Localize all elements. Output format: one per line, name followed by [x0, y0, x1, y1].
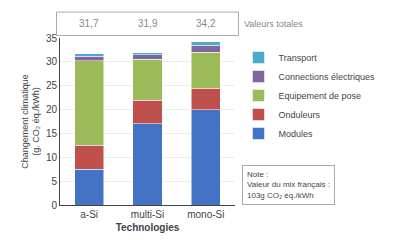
svg-text:31,7: 31,7	[79, 18, 99, 29]
svg-text:Onduleurs: Onduleurs	[279, 110, 321, 120]
svg-text:mono-Si: mono-Si	[187, 209, 224, 220]
svg-text:Modules: Modules	[279, 129, 314, 139]
svg-text:30: 30	[46, 56, 58, 67]
svg-text:15: 15	[46, 128, 58, 139]
svg-text:Valeurs totales: Valeurs totales	[244, 19, 303, 29]
svg-text:Connections électriques: Connections électriques	[279, 72, 376, 82]
svg-text:Technologies: Technologies	[116, 222, 180, 233]
svg-text:10: 10	[46, 152, 58, 163]
svg-text:34,2: 34,2	[196, 18, 216, 29]
svg-text:Changement climatique(g. CO₂ é: Changement climatique(g. CO₂ éq./kWh)	[20, 74, 42, 169]
svg-text:0: 0	[51, 200, 57, 211]
svg-text:Equipement de pose: Equipement de pose	[279, 91, 362, 101]
svg-text:Transport: Transport	[279, 53, 318, 63]
svg-text:5: 5	[51, 176, 57, 187]
svg-text:multi-Si: multi-Si	[131, 209, 164, 220]
svg-text:Note :Valeur du mix français :: Note :Valeur du mix français :103g CO₂ é…	[247, 170, 330, 200]
svg-text:20: 20	[46, 104, 58, 115]
svg-text:35: 35	[46, 33, 58, 44]
svg-text:a-Si: a-Si	[80, 209, 98, 220]
svg-text:31,9: 31,9	[138, 18, 158, 29]
svg-text:25: 25	[46, 80, 58, 91]
